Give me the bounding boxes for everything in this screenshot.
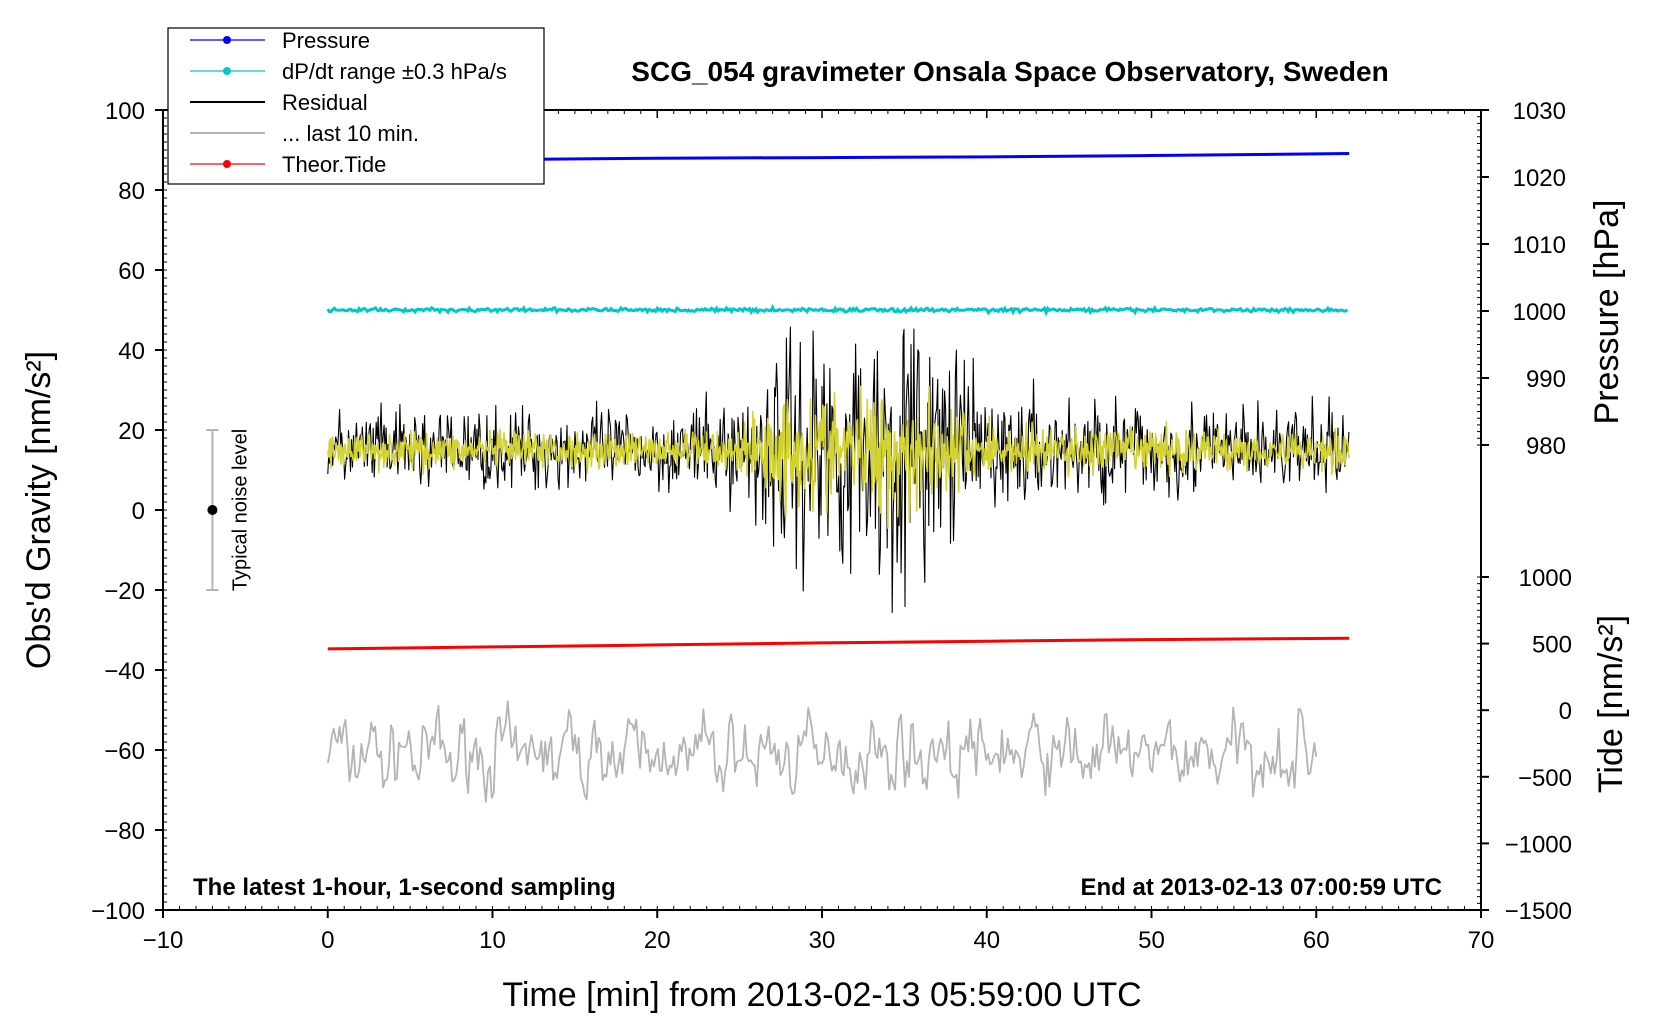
- legend-label: Residual: [282, 90, 368, 115]
- y-axis-title-pressure: Pressure [hPa]: [1588, 200, 1626, 425]
- x-tick-label: 30: [809, 927, 836, 954]
- legend-label: Pressure: [282, 28, 370, 53]
- pressure-tick-label: 1000: [1513, 299, 1566, 326]
- pressure-tick-label: 1030: [1513, 98, 1566, 125]
- pressure-tick-label: 990: [1526, 366, 1566, 393]
- y-tick-label: 80: [118, 178, 145, 205]
- series-layer: [326, 152, 1350, 803]
- chart-title: SCG_054 gravimeter Onsala Space Observat…: [631, 56, 1388, 87]
- y-tick-label: −60: [104, 738, 145, 765]
- x-tick-label: 20: [644, 927, 671, 954]
- x-tick-label: 70: [1468, 927, 1495, 954]
- y-tick-label: −100: [91, 898, 145, 925]
- y-tick-label: 60: [118, 258, 145, 285]
- x-tick-label: 40: [973, 927, 1000, 954]
- legend-label: ... last 10 min.: [282, 121, 419, 146]
- tide-tick-label: −500: [1518, 765, 1572, 792]
- x-tick-label: 50: [1138, 927, 1165, 954]
- legend-swatch-dot: [223, 36, 231, 44]
- pressure-tick-label: 1020: [1513, 165, 1566, 192]
- legend-box: [167, 27, 545, 185]
- series-dp-dt-range: [326, 304, 1349, 317]
- legend-item: Residual: [190, 90, 368, 115]
- x-axis-title: Time [min] from 2013-02-13 05:59:00 UTC: [502, 976, 1141, 1014]
- annotation-left: The latest 1-hour, 1-second sampling: [193, 874, 616, 901]
- y-tick-label: −20: [104, 578, 145, 605]
- legend-item: ... last 10 min.: [190, 121, 419, 146]
- y-tick-label: 40: [118, 338, 145, 365]
- series-residual-smoothed: [327, 385, 1350, 529]
- pressure-tick-label: 1010: [1513, 232, 1566, 259]
- y-tick-label: 20: [118, 418, 145, 445]
- legend-label: dP/dt range ±0.3 hPa/s: [282, 59, 507, 84]
- y-tick-label: 0: [132, 498, 145, 525]
- y-tick-label: −80: [104, 818, 145, 845]
- tide-tick-label: 0: [1559, 698, 1572, 725]
- y-tick-label: −40: [104, 658, 145, 685]
- x-tick-label: −10: [143, 927, 184, 954]
- legend: Pressure dP/dt range ±0.3 hPa/s Residual..…: [167, 27, 545, 185]
- plot-frame: [162, 109, 1482, 911]
- legend-item: dP/dt range ±0.3 hPa/s: [190, 59, 507, 84]
- series--last-10-min-: [326, 700, 1318, 803]
- tide-tick-label: 1000: [1519, 565, 1572, 592]
- x-tick-label: 0: [321, 927, 334, 954]
- legend-swatch-dot: [223, 160, 231, 168]
- noise-bar: Typical noise level: [206, 429, 251, 591]
- x-tick-label: 60: [1303, 927, 1330, 954]
- tide-tick-label: 500: [1532, 632, 1572, 659]
- legend-item: Pressure: [190, 28, 370, 53]
- series-residual: [327, 326, 1350, 614]
- noise-bar-label: Typical noise level: [229, 429, 251, 591]
- y-tick-label: 100: [105, 98, 145, 125]
- y-axis-title-tide: Tide [nm/s²]: [1592, 615, 1630, 793]
- annotation-right: End at 2013-02-13 07:00:59 UTC: [1081, 874, 1443, 901]
- major-ticks: −10 0 10 20 30 40 50 60 70−100−80−60−40−20020406…: [91, 98, 1572, 954]
- tide-tick-label: −1500: [1505, 898, 1572, 925]
- legend-label: Theor.Tide: [282, 152, 386, 177]
- pressure-tick-label: 980: [1526, 433, 1566, 460]
- legend-item: Theor.Tide: [190, 152, 386, 177]
- x-tick-label: 10: [479, 927, 506, 954]
- legend-items: Pressure dP/dt range ±0.3 hPa/s Residual..…: [190, 28, 507, 177]
- series-theor-tide: [327, 636, 1350, 651]
- y-axis-title-left: Obs'd Gravity [nm/s²]: [20, 351, 58, 669]
- minor-ticks: [162, 109, 1482, 911]
- tide-tick-label: −1000: [1505, 831, 1572, 858]
- noise-bar-center-dot: [207, 505, 218, 515]
- legend-swatch-dot: [223, 67, 231, 75]
